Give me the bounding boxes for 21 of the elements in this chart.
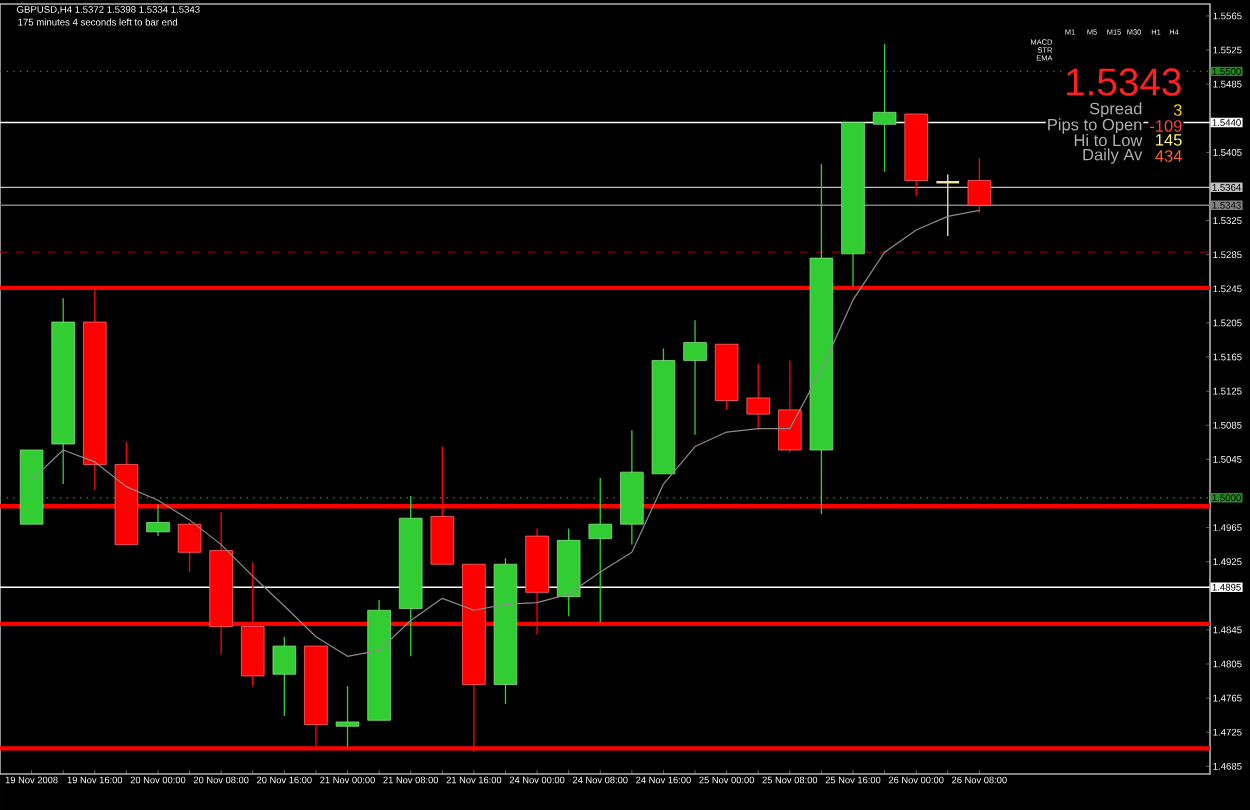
candlestick (588, 477, 613, 623)
candlestick (935, 173, 961, 237)
text: Hi to Low (1074, 133, 1143, 147)
text: 1.5343 (1067, 68, 1181, 96)
text: Daily Av (1083, 148, 1143, 164)
candlestick (683, 319, 707, 436)
line-series (31, 209, 980, 657)
candlestick (872, 43, 897, 173)
text: 145 (1156, 134, 1182, 146)
text: Pips to Open (1048, 118, 1142, 134)
candlestick (177, 521, 202, 573)
text: 3 (1173, 104, 1182, 116)
text: 434 (1155, 150, 1182, 162)
candlestick (146, 503, 170, 537)
candlestick (746, 363, 770, 432)
candlestick (967, 157, 992, 214)
candlestick (778, 359, 802, 454)
candlestick (335, 685, 360, 748)
text: -109 (1150, 120, 1182, 132)
text: Spread (1089, 102, 1142, 118)
candlestick (272, 636, 297, 717)
